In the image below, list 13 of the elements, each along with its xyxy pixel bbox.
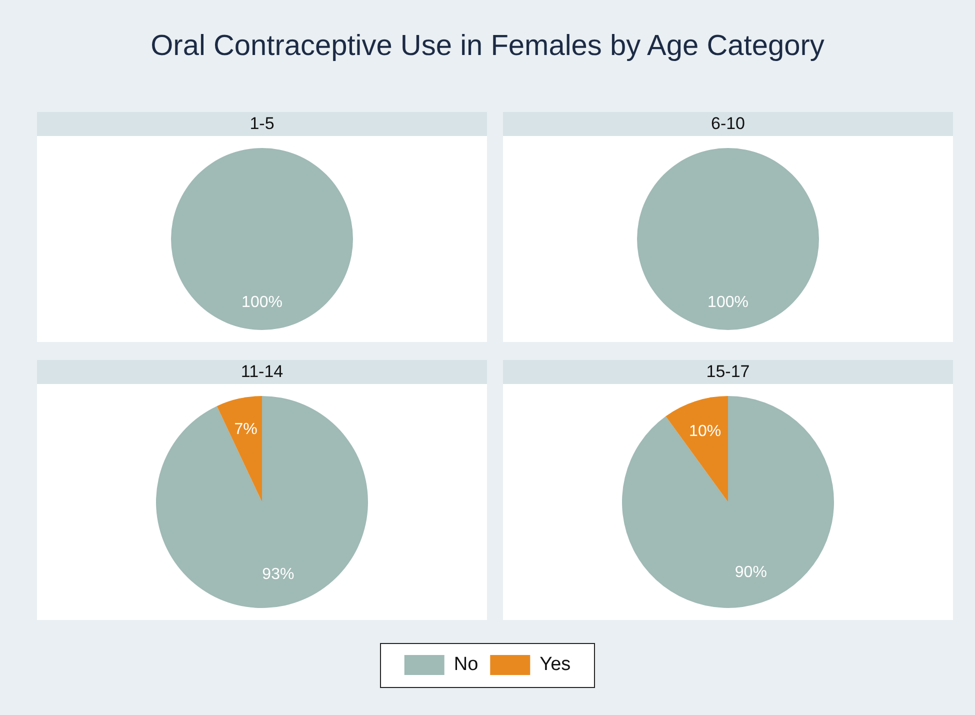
data-label: 100% — [242, 294, 282, 312]
data-label: 100% — [708, 294, 748, 312]
legend-label: No — [454, 654, 478, 676]
slice-label: 11-14 — [37, 360, 487, 384]
slice-label: 6-10 — [503, 112, 953, 136]
data-label: 10% — [689, 422, 722, 440]
slice-label: 1-5 — [37, 112, 487, 136]
data-label: 90% — [734, 564, 767, 581]
slice-label: 15-17 — [503, 360, 953, 384]
legend-label: Yes — [540, 654, 571, 676]
data-label: 93% — [262, 566, 294, 583]
chart-title: Oral Contraceptive Use in Females by Age Category — [150, 30, 826, 63]
data-label: 7% — [234, 420, 258, 438]
